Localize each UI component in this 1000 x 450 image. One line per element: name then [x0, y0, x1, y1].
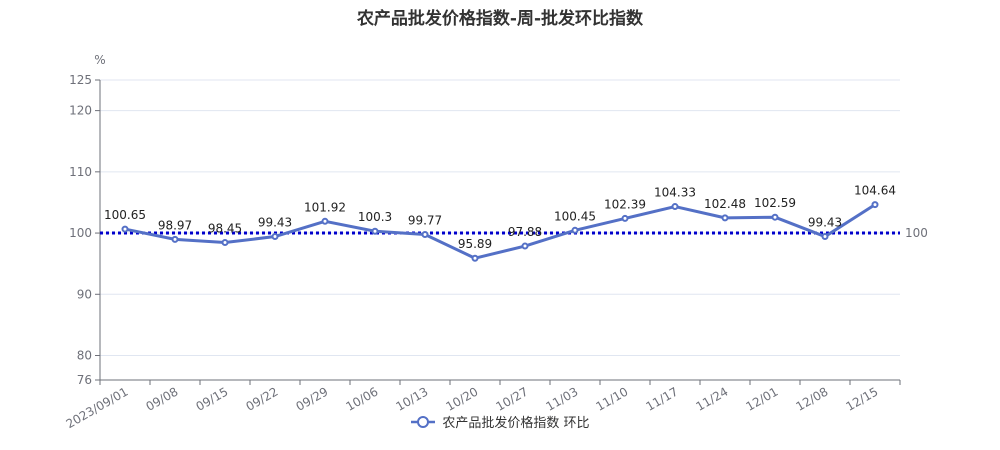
y-tick-label: 90 [77, 287, 92, 301]
data-label: 99.43 [258, 216, 292, 230]
data-label: 102.48 [704, 197, 746, 211]
data-point [221, 239, 229, 247]
data-point [671, 203, 679, 211]
data-point [371, 227, 379, 235]
data-point [171, 235, 179, 243]
x-tick-label: 10/20 [444, 384, 481, 413]
data-point [571, 226, 579, 234]
data-point [621, 214, 629, 222]
data-label: 100.3 [358, 210, 392, 224]
x-tick-label: 09/15 [194, 384, 231, 413]
x-tick-label: 09/08 [144, 384, 181, 413]
legend-label: 农产品批发价格指数 环比 [442, 416, 590, 431]
y-tick-label: 120 [69, 104, 92, 118]
data-label: 98.97 [158, 218, 192, 232]
y-tick-label: 110 [69, 165, 92, 179]
data-point [321, 217, 329, 225]
data-point [821, 233, 829, 241]
data-label: 98.45 [208, 222, 242, 236]
reference-line-group: 100 [100, 226, 928, 240]
x-tick-label: 12/01 [744, 384, 781, 413]
y-axis: 76 80 90 100 110 120 125% [69, 53, 106, 387]
legend-item[interactable]: 农产品批发价格指数 环比 [410, 412, 590, 431]
chart-title: 农产品批发价格指数-周-批发环比指数 [356, 9, 644, 29]
x-tick-label: 09/29 [294, 384, 331, 413]
data-label: 99.77 [408, 213, 442, 227]
data-point [721, 214, 729, 222]
series-line [124, 203, 876, 260]
data-label: 99.43 [808, 216, 842, 230]
data-point [871, 201, 879, 209]
data-label: 104.64 [854, 184, 896, 198]
data-label: 102.59 [754, 196, 796, 210]
x-tick-label: 11/10 [594, 384, 631, 413]
y-axis-unit: % [94, 53, 105, 67]
x-tick-label: 12/15 [844, 384, 881, 413]
data-label: 101.92 [304, 200, 346, 214]
data-point [421, 230, 429, 238]
y-tick-label: 125 [69, 73, 92, 87]
x-tick-label: 10/13 [394, 384, 431, 413]
reference-line-label: 100 [905, 226, 928, 240]
legend[interactable]: 农产品批发价格指数 环比 [0, 412, 1000, 431]
y-tick-label: 80 [77, 349, 92, 363]
data-point [121, 225, 129, 233]
x-tick-label: 10/27 [494, 384, 531, 413]
data-point [271, 233, 279, 241]
data-point [521, 242, 529, 250]
data-point [471, 254, 479, 262]
data-labels-group: 100.65 98.97 98.45 99.43 101.92 100.3 99.77 95.… [104, 184, 896, 252]
data-point [771, 213, 779, 221]
data-label: 97.88 [508, 225, 542, 239]
data-label: 95.89 [458, 237, 492, 251]
x-tick-label: 10/06 [344, 384, 381, 413]
x-tick-label: 12/08 [794, 384, 831, 413]
y-tick-label: 76 [77, 373, 92, 387]
data-label: 100.65 [104, 208, 146, 222]
x-tick-label: 11/24 [694, 384, 731, 413]
y-tick-label: 100 [69, 226, 92, 240]
x-tick-label: 11/17 [644, 384, 681, 413]
x-tick-label: 09/22 [244, 384, 281, 413]
series-group [121, 201, 879, 262]
legend-line-marker-icon [411, 415, 436, 428]
data-label: 102.39 [604, 197, 646, 211]
data-label: 100.45 [554, 209, 596, 223]
data-label: 104.33 [654, 186, 696, 200]
x-tick-label: 11/03 [544, 384, 581, 413]
